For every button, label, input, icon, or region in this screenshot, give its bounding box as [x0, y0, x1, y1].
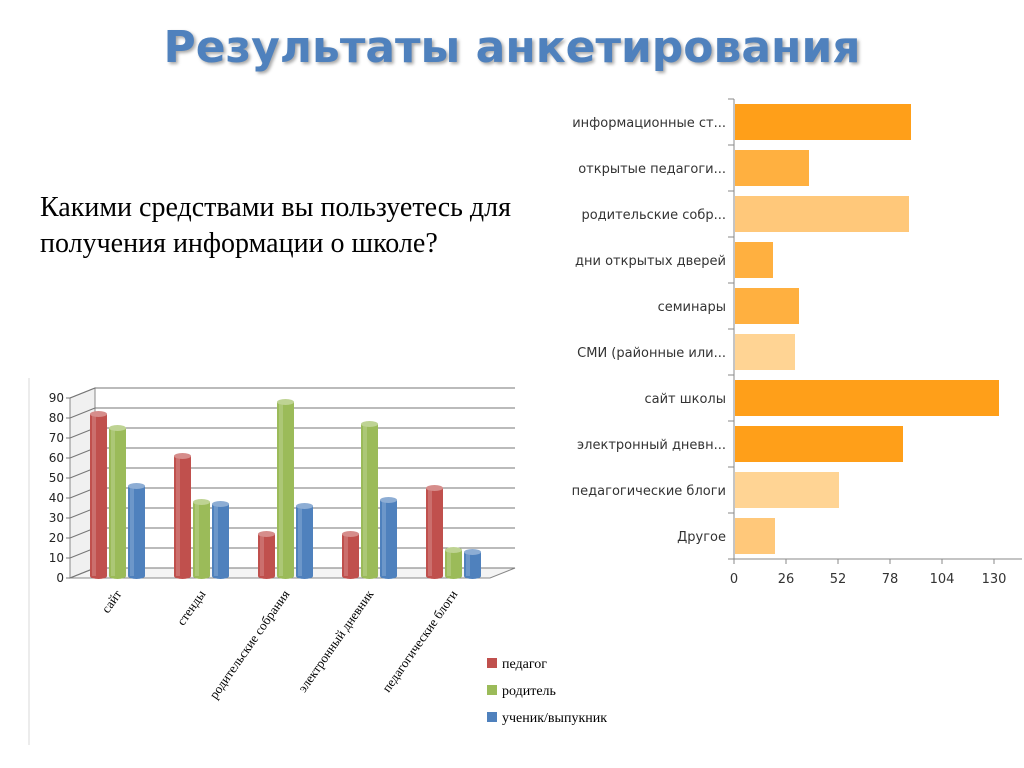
category-label: сайт — [98, 587, 124, 616]
x-tick-label: 26 — [778, 572, 795, 587]
bar — [735, 288, 799, 324]
category-label: электронный дневн... — [577, 438, 726, 453]
bar-top — [258, 531, 275, 537]
bar — [735, 426, 903, 462]
category-label: открытые педагоги... — [578, 162, 726, 177]
category-label: родительские собрания — [206, 587, 292, 701]
category-label: СМИ (районные или... — [577, 346, 726, 361]
legend-label: ученик/выпукник — [502, 711, 607, 726]
bar-highlight — [298, 506, 302, 576]
bar-top — [464, 549, 481, 555]
x-tick-label: 130 — [982, 572, 1007, 587]
bar-highlight — [260, 534, 264, 576]
bar — [735, 150, 809, 186]
x-tick-label: 0 — [730, 572, 738, 587]
bar-top — [296, 503, 313, 509]
y-tick-label: 90 — [49, 391, 64, 405]
category-label: педагогические блоги — [379, 587, 461, 695]
x-tick-label: 52 — [830, 572, 847, 587]
y-tick-label: 80 — [49, 411, 64, 425]
bar-highlight — [279, 402, 283, 576]
y-tick-label: 0 — [56, 571, 64, 585]
bar-top — [174, 453, 191, 459]
bar-top — [277, 399, 294, 405]
bar-highlight — [344, 534, 348, 576]
y-tick-label: 10 — [49, 551, 64, 565]
bar-top — [109, 425, 126, 431]
category-label: дни открытых дверей — [575, 254, 726, 269]
bar-highlight — [130, 486, 134, 576]
bar — [735, 334, 795, 370]
bar-top — [361, 421, 378, 427]
grid-line-side — [69, 387, 96, 399]
bar-top — [380, 497, 397, 503]
y-tick-label: 20 — [49, 531, 64, 545]
bar — [735, 104, 911, 140]
y-tick-label: 60 — [49, 451, 64, 465]
bar-top — [90, 411, 107, 417]
legend-label: родитель — [502, 684, 556, 699]
bar-highlight — [176, 456, 180, 576]
bar-highlight — [428, 488, 432, 576]
y-tick-label: 40 — [49, 491, 64, 505]
legend-swatch — [487, 712, 497, 722]
bar-highlight — [466, 552, 470, 576]
bar-highlight — [214, 504, 218, 576]
legend-swatch — [487, 658, 497, 668]
category-label: родительские собр... — [581, 208, 726, 223]
bar-top — [342, 531, 359, 537]
survey-question: Какими средствами вы пользуетесь для пол… — [40, 192, 511, 259]
bar — [735, 380, 999, 416]
bar-top — [128, 483, 145, 489]
bar-highlight — [111, 428, 115, 576]
bar-top — [212, 501, 229, 507]
bar-highlight — [195, 502, 199, 576]
bar-top — [426, 485, 443, 491]
grid-line-side — [69, 407, 96, 419]
bar — [735, 196, 909, 232]
bar-highlight — [447, 550, 451, 576]
category-label: стенды — [173, 587, 208, 628]
legend-label: педагог — [502, 657, 547, 672]
bar-highlight — [92, 414, 96, 576]
bar — [735, 472, 839, 508]
bar-highlight — [363, 424, 367, 576]
y-tick-label: 50 — [49, 471, 64, 485]
category-label: Другое — [677, 530, 726, 545]
bar-top — [193, 499, 210, 505]
bar-highlight — [382, 500, 386, 576]
bar — [735, 242, 773, 278]
y-tick-label: 70 — [49, 431, 64, 445]
bar-top — [445, 547, 462, 553]
y-tick-label: 30 — [49, 511, 64, 525]
page-title: Результаты анкетирования — [163, 22, 861, 73]
category-label: педагогические блоги — [572, 484, 726, 499]
legend-swatch — [487, 685, 497, 695]
x-tick-label: 104 — [930, 572, 955, 587]
category-label: информационные ст... — [572, 116, 726, 131]
bar — [735, 518, 775, 554]
category-label: семинары — [658, 300, 726, 315]
category-label: электронный дневник — [295, 587, 377, 695]
x-tick-label: 78 — [882, 572, 899, 587]
category-label: сайт школы — [644, 392, 726, 407]
